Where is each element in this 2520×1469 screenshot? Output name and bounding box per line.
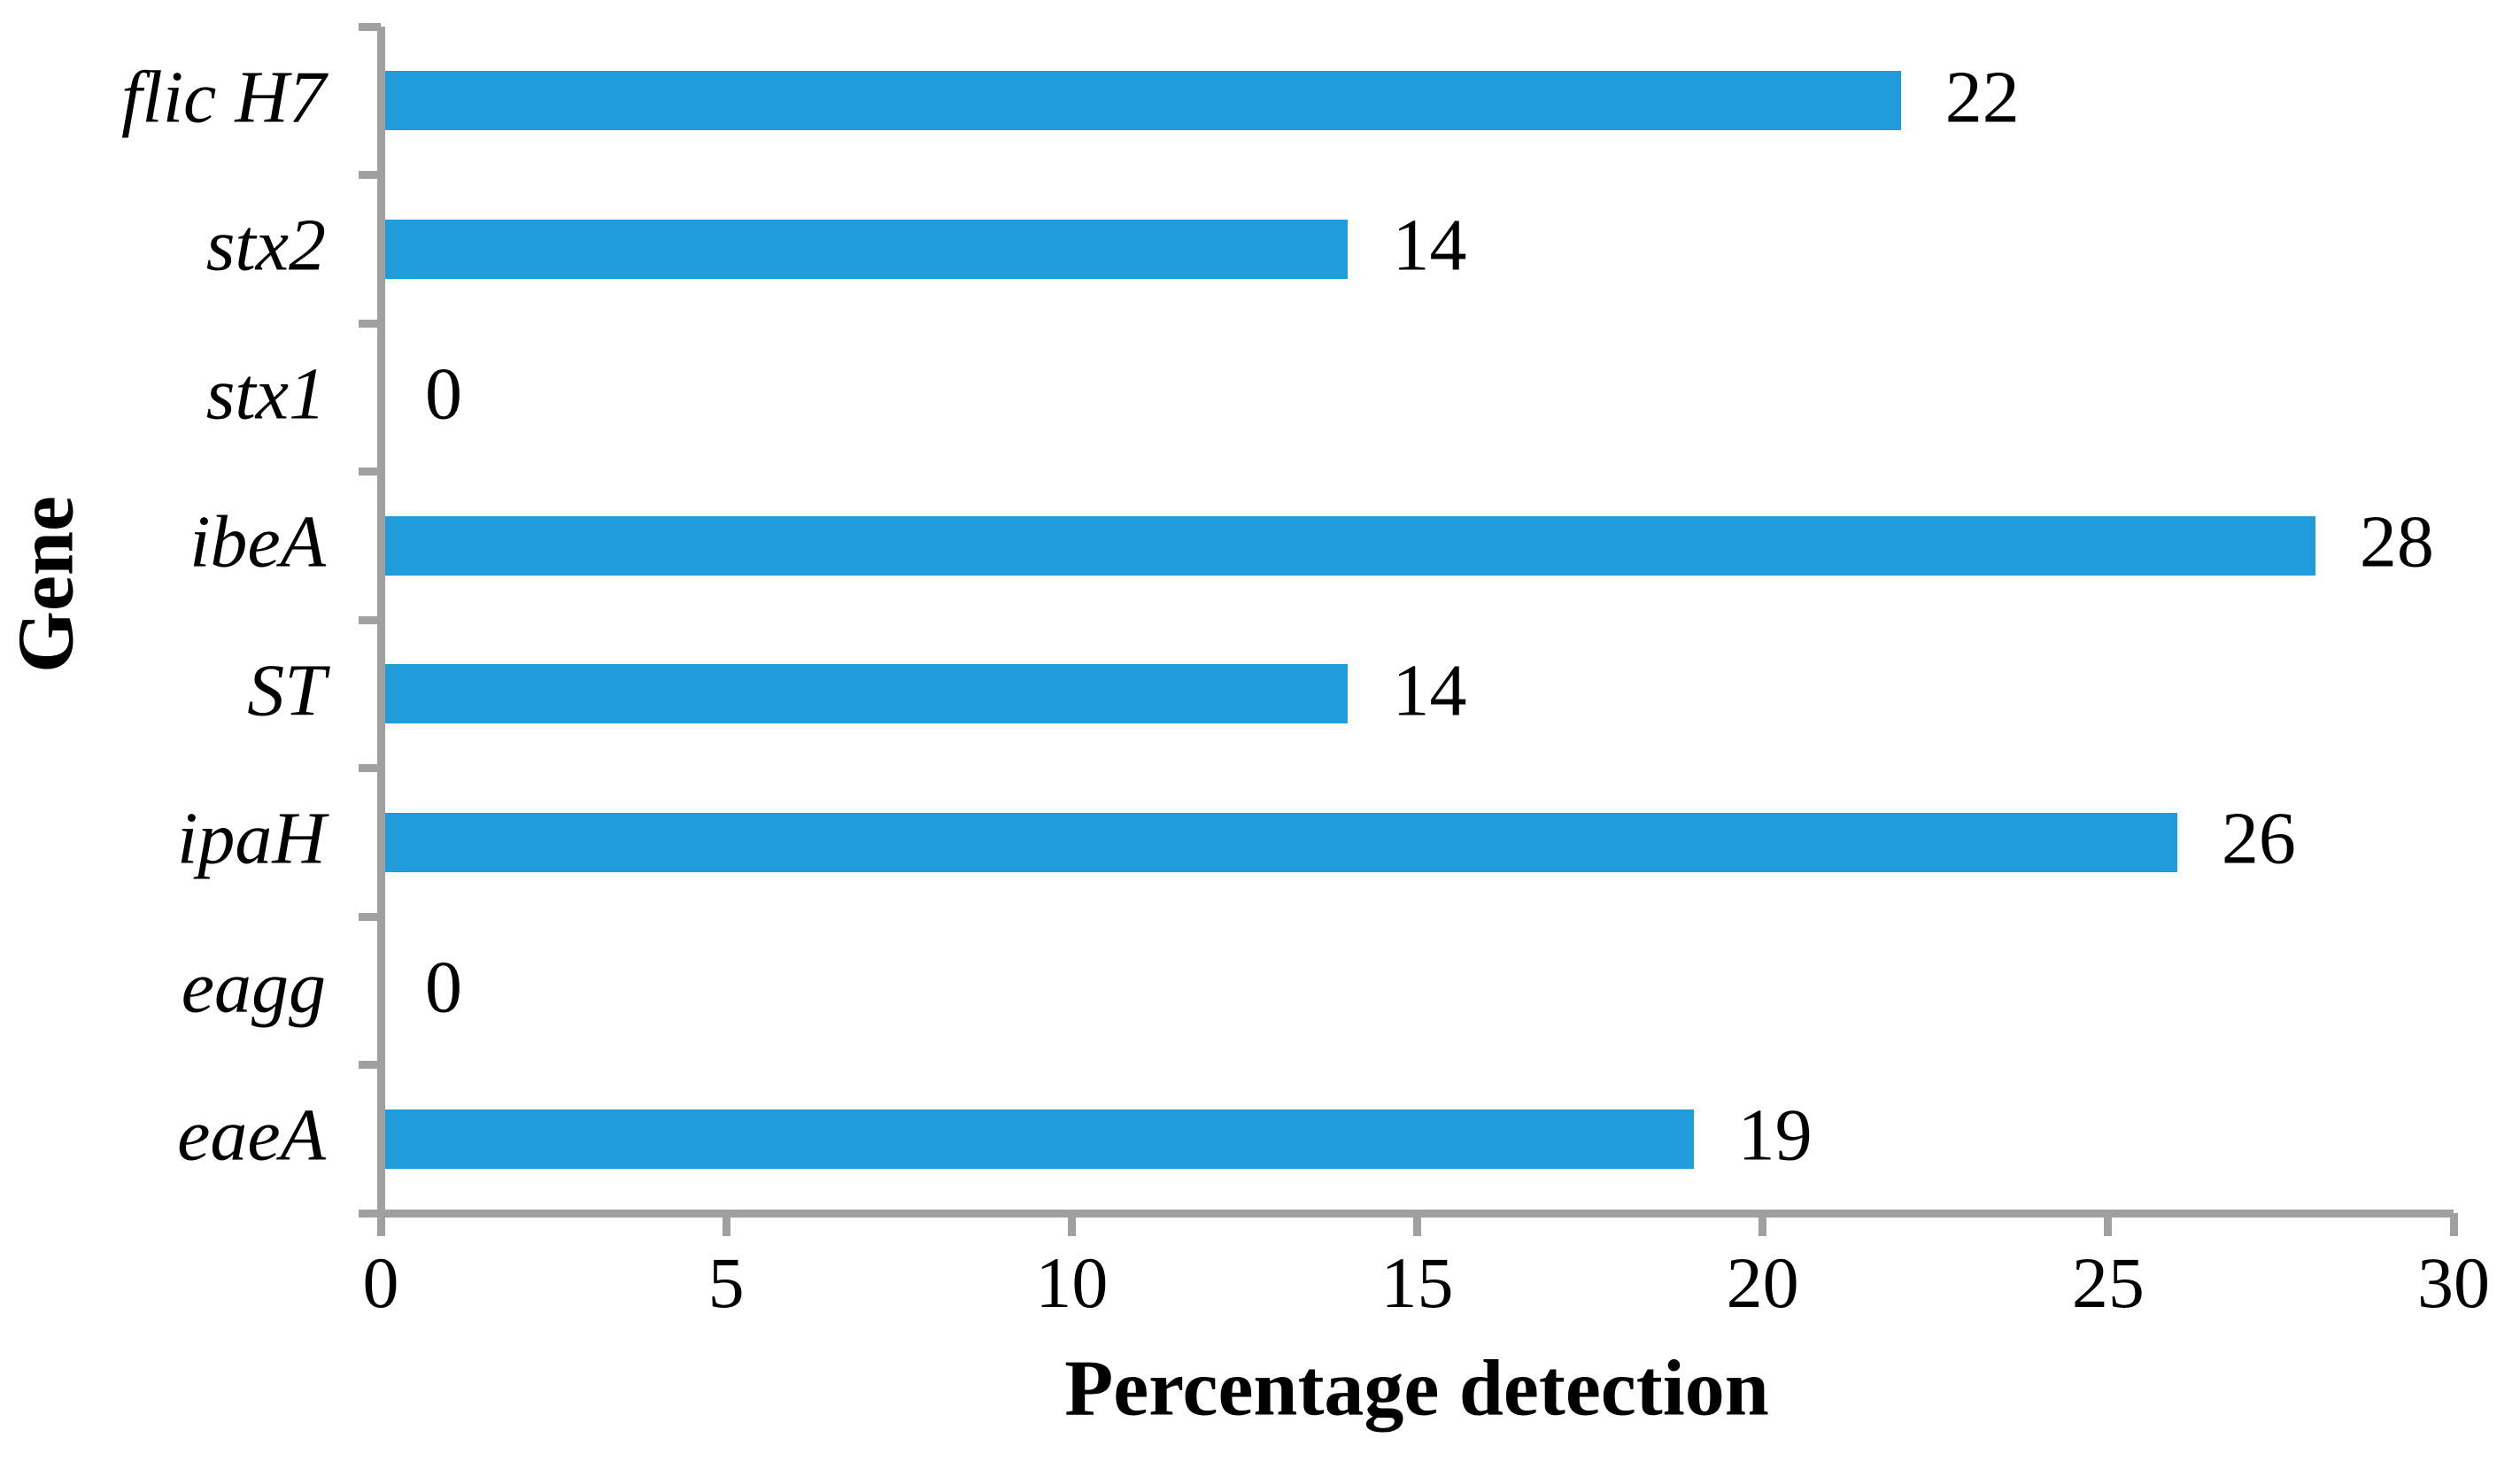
x-axis-tick [1759,1213,1767,1236]
x-axis-tick [722,1213,730,1236]
x-tick-label: 10 [1035,1242,1109,1323]
value-label: 28 [2359,500,2434,584]
bar [384,1109,1694,1169]
y-axis-tick [359,468,381,475]
y-axis-tick [359,764,381,772]
y-axis-tick [359,319,381,328]
value-label: 14 [1392,649,1467,732]
value-label: 14 [1392,204,1467,287]
x-axis-tick [2449,1213,2458,1236]
y-axis-tick [359,615,381,624]
x-tick-label: 20 [1726,1242,1799,1323]
category-label: eagg [181,946,326,1029]
y-axis-tick [359,1209,381,1218]
category-label: ipaH [177,797,326,880]
y-axis-title: Gene [2,496,90,673]
x-tick-label: 0 [362,1242,399,1323]
x-tick-label: 25 [2071,1242,2145,1323]
y-axis-tick [359,1061,381,1069]
x-axis-tick [2104,1213,2113,1236]
x-axis-tick [1067,1213,1076,1236]
value-label: 26 [2221,797,2296,880]
category-label: ibeA [189,500,326,584]
x-tick-label: 5 [707,1242,745,1323]
value-label: 0 [425,352,462,436]
y-axis-line [376,27,385,1236]
value-label: 19 [1737,1094,1813,1177]
category-label: eaeA [177,1094,326,1177]
y-axis-tick [359,22,381,31]
bar [384,515,2315,576]
x-tick-label: 15 [1380,1242,1454,1323]
y-axis-tick [359,912,381,921]
x-axis-tick [1413,1213,1421,1236]
bar [384,812,2177,872]
x-tick-label: 30 [2417,1242,2490,1323]
category-label: ST [247,649,326,732]
bar [384,219,1349,279]
y-axis-tick [359,171,381,179]
category-label: stx1 [205,352,326,436]
x-axis-tick [376,1213,385,1236]
value-label: 0 [425,946,462,1029]
category-label: stx2 [205,204,326,287]
x-axis-title: Percentage detection [1064,1344,1769,1433]
category-label: flic H7 [121,56,326,139]
value-label: 22 [1944,56,2020,139]
bar [384,664,1349,724]
x-axis-line [359,1209,2454,1218]
bar [384,71,1901,131]
